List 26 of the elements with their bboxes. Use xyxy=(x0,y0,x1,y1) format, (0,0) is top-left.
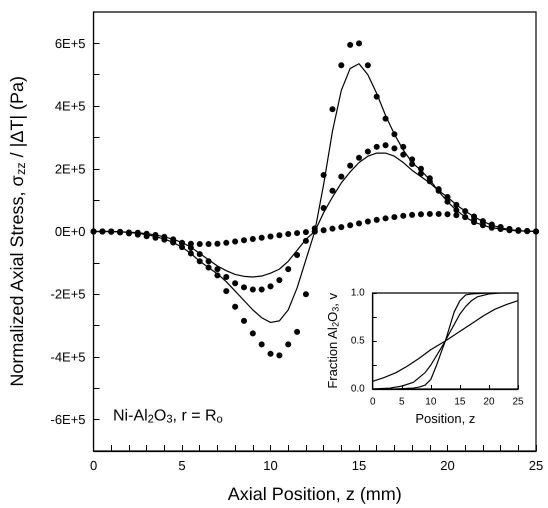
y-tick-label: 6E+5 xyxy=(54,36,86,51)
y-tick-label: -2E+5 xyxy=(50,286,86,302)
x-tick-label: 10 xyxy=(263,458,278,473)
x-tick-label: 0 xyxy=(90,458,98,473)
x-tick-label: 25 xyxy=(528,458,544,473)
y-tick-label: 4E+5 xyxy=(54,98,86,114)
y-tick-label: 0.5 xyxy=(350,336,366,346)
y-tick-label: -4E+5 xyxy=(50,349,86,364)
y-tick-label: 0.0 xyxy=(350,384,366,394)
x-tick-label: 5 xyxy=(178,458,186,473)
x-tick-label: 15 xyxy=(352,458,366,473)
y-tick-label: 0E+0 xyxy=(54,224,86,239)
y-axis-title: Fraction Al2O3, v xyxy=(325,292,340,389)
y-tick-label: -6E+5 xyxy=(50,412,86,428)
x-tick-label: 10 xyxy=(425,396,437,408)
y-axis-title: Normalized Axial Stress, σzz / |ΔT| (Pa) xyxy=(7,76,28,387)
x-tick-label: 5 xyxy=(399,396,405,408)
x-tick-label: 20 xyxy=(440,458,455,473)
x-tick-label: 15 xyxy=(454,396,466,408)
x-axis-title: Position, z xyxy=(415,410,476,426)
y-tick-label: 2E+5 xyxy=(54,161,86,176)
x-tick-label: 20 xyxy=(483,396,495,408)
x-tick-label: 25 xyxy=(512,396,524,408)
x-tick-label: 0 xyxy=(370,396,376,408)
x-axis-title: Axial Position, z (mm) xyxy=(228,484,402,504)
y-tick-label: 1.0 xyxy=(350,288,366,298)
